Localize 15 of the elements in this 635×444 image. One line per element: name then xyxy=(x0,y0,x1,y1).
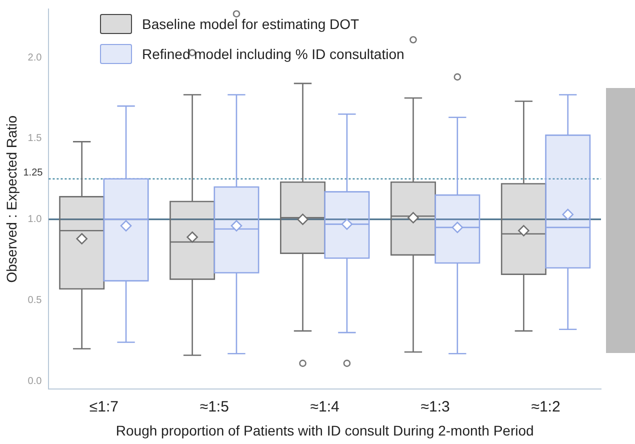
ref-line-label: 1.25 xyxy=(23,168,44,179)
y-tick-label: 0.0 xyxy=(28,376,42,387)
x-tick-label: ≈1:3 xyxy=(420,398,450,416)
y-tick-label: 2.0 xyxy=(28,52,42,64)
y-tick-label: 0.5 xyxy=(28,294,42,306)
y-tick-label: 1.5 xyxy=(28,133,42,144)
x-tick-label: ≤1:7 xyxy=(89,398,118,416)
x-tick-label: ≈1:5 xyxy=(200,398,229,416)
x-tick-label: ≈1:2 xyxy=(531,398,560,416)
y-tick-label: 1.0 xyxy=(28,214,42,226)
legend-label: Refined model including % ID consultation xyxy=(142,46,404,62)
legend-label: Baseline model for estimating DOT xyxy=(142,16,360,32)
x-tick-label: ≈1:4 xyxy=(310,398,340,416)
x-axis-title: Rough proportion of Patients with ID consult During 2-month Period xyxy=(116,422,534,438)
y-axis-title: Observed : Expected Ratio xyxy=(3,115,20,283)
